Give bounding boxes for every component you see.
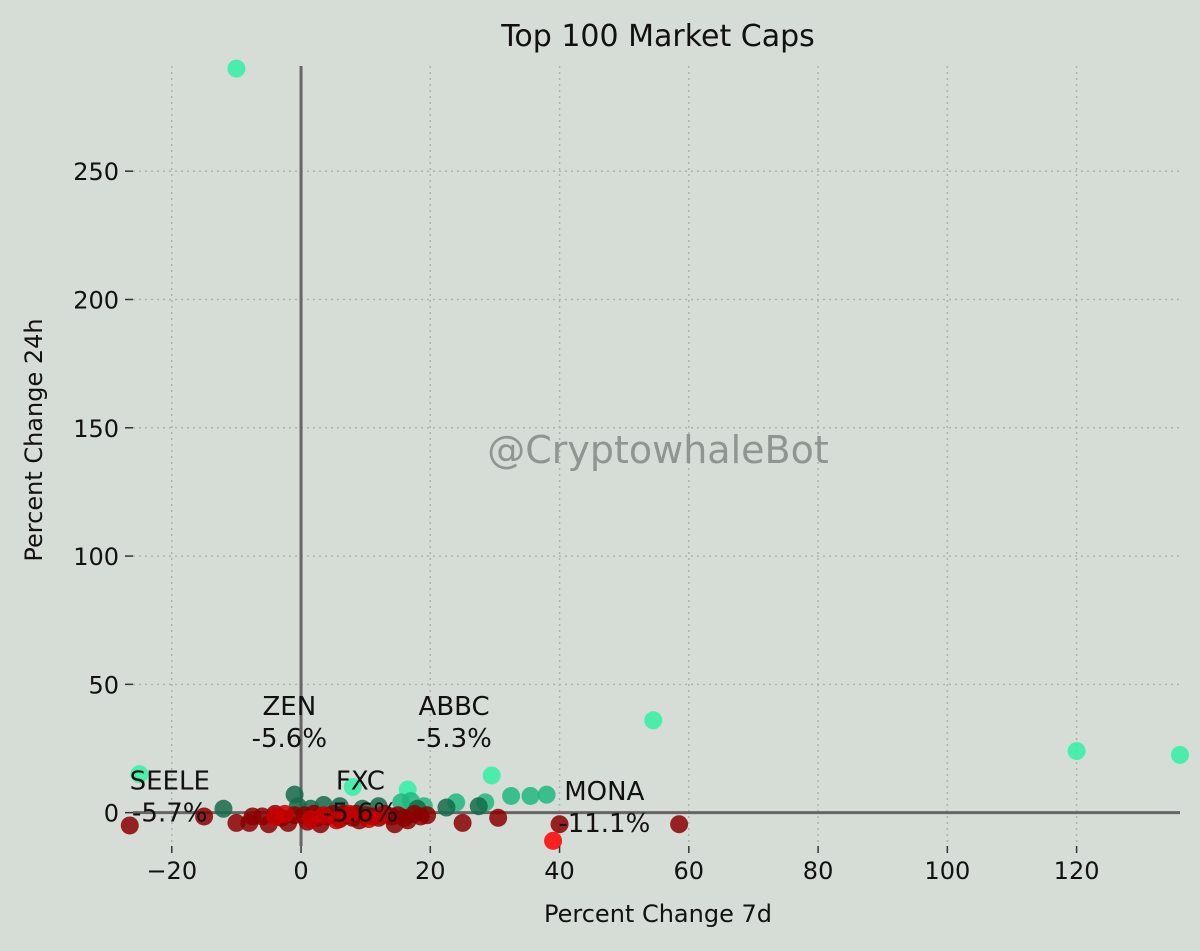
- data-point: [544, 831, 563, 850]
- x-tick-label: −20: [146, 857, 197, 885]
- data-points: [120, 59, 1189, 850]
- data-point: [275, 804, 294, 823]
- annotation-label: SEELE: [130, 767, 210, 797]
- data-point: [482, 766, 501, 785]
- x-axis-label: Percent Change 7d: [544, 900, 772, 928]
- chart-title: Top 100 Market Caps: [500, 19, 815, 54]
- y-tick-label: 100: [73, 543, 119, 571]
- y-tick-label: 150: [73, 415, 119, 443]
- x-tick-label: 80: [803, 857, 834, 885]
- data-point: [521, 786, 540, 805]
- data-point: [537, 785, 556, 804]
- data-point: [343, 777, 362, 796]
- data-point: [227, 59, 246, 78]
- data-point: [340, 804, 359, 823]
- data-point: [130, 765, 149, 784]
- y-tick-label: 0: [104, 800, 119, 828]
- data-point: [120, 816, 139, 835]
- x-tick-label: 60: [674, 857, 705, 885]
- data-point: [644, 711, 663, 730]
- data-point: [437, 798, 456, 817]
- y-tick-label: 50: [88, 671, 119, 699]
- annotation-value: -5.6%: [252, 724, 327, 754]
- annotations: ZEN-5.6%ABBC-5.3%SEELE-5.7%FXC-5.6%MONA-…: [130, 692, 651, 839]
- data-point: [1067, 742, 1086, 761]
- data-point: [227, 813, 246, 832]
- data-point: [214, 799, 233, 818]
- data-point: [372, 806, 391, 825]
- data-point: [489, 808, 508, 827]
- x-tick-label: 40: [544, 857, 575, 885]
- data-point: [453, 813, 472, 832]
- annotation-value: -5.6%: [323, 799, 398, 829]
- y-axis-label: Percent Change 24h: [20, 318, 48, 561]
- data-point: [502, 786, 521, 805]
- y-tick-label: 250: [73, 158, 119, 186]
- x-tick-label: 0: [293, 857, 308, 885]
- data-point: [195, 807, 214, 826]
- axis-ticks: −20 0 20 40 60 80 100 120 0 50 100 150 200 250: [73, 158, 1099, 885]
- annotation-label: ABBC: [419, 692, 490, 722]
- x-tick-label: 100: [924, 857, 970, 885]
- y-tick-label: 200: [73, 286, 119, 314]
- data-point: [1171, 745, 1189, 764]
- data-point: [469, 797, 488, 816]
- x-tick-label: 120: [1054, 857, 1100, 885]
- annotation-value: -5.3%: [416, 724, 491, 754]
- watermark: @CryptowhaleBot: [487, 428, 829, 472]
- annotation-value: -11.1%: [558, 809, 650, 839]
- x-tick-label: 20: [415, 857, 446, 885]
- data-point: [418, 806, 437, 825]
- annotation-label: ZEN: [262, 692, 316, 722]
- annotation-label: MONA: [564, 777, 644, 807]
- annotation-label: FXC: [336, 767, 385, 797]
- annotation-value: -5.7%: [132, 799, 207, 829]
- data-point: [550, 815, 569, 834]
- data-point: [670, 815, 689, 834]
